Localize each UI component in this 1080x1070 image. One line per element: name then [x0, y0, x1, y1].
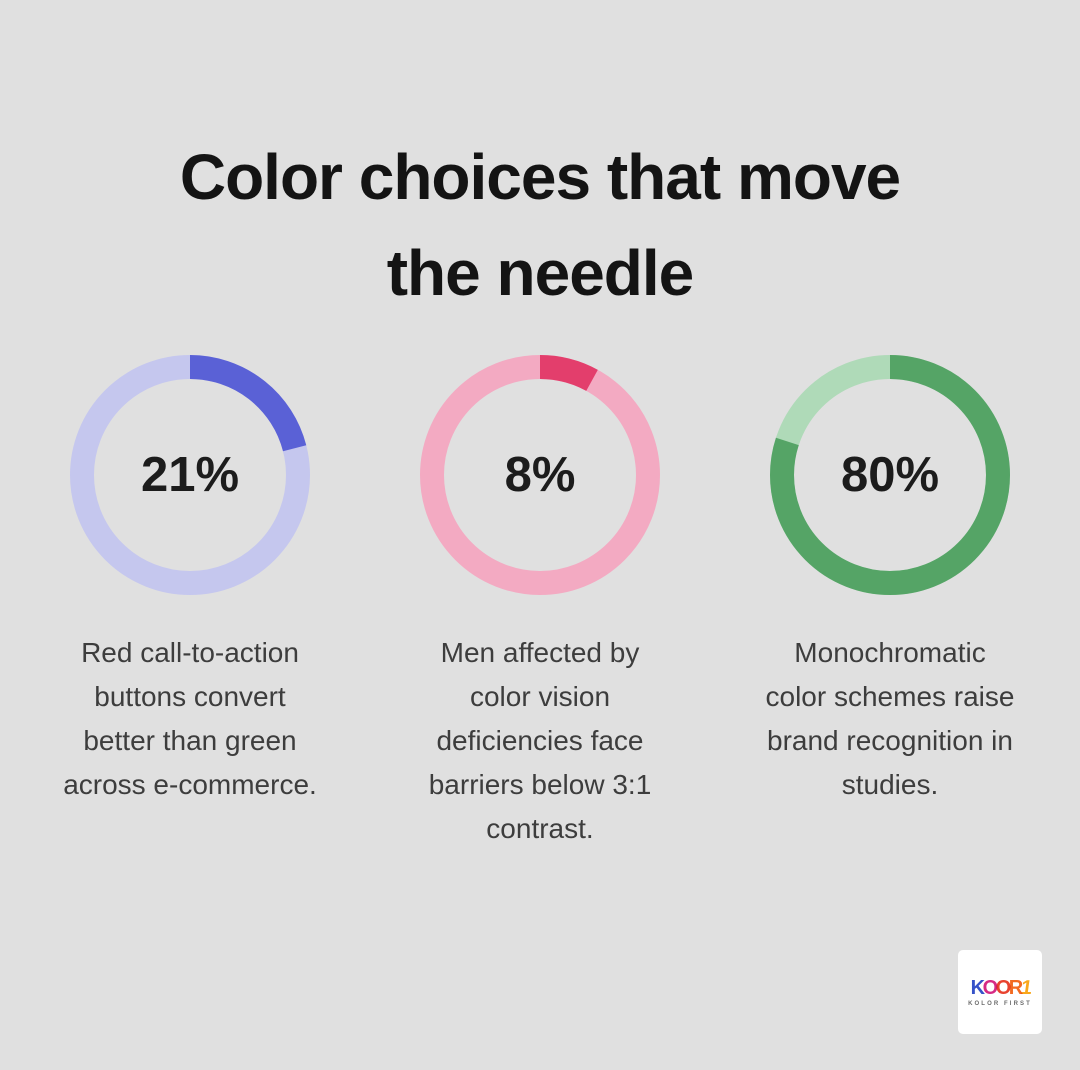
brand-logo-wordmark: K O O R 1 — [970, 976, 1031, 999]
logo-letter-o2: O — [995, 976, 1012, 999]
brand-logo-tagline: KOLOR FIRST — [968, 1000, 1032, 1007]
stat-caption: Red call-to-action buttons convert bette… — [63, 637, 317, 800]
logo-letter-o1: O — [982, 976, 999, 999]
stat-caption: Monochromatic color schemes raise brand … — [765, 637, 1015, 800]
donut-value-arc — [70, 355, 310, 595]
logo-letter-k: K — [970, 976, 985, 999]
donut-ring — [770, 355, 1010, 595]
brand-logo-card: K O O R 1 KOLOR FIRST — [958, 950, 1042, 1034]
logo-letter-r: R — [1008, 976, 1023, 999]
stat-card-monochromatic: 80% Monochromatic color schemes raise br… — [730, 355, 1050, 851]
donut-charts-row: 21% Red call-to-action buttons convert b… — [0, 355, 1080, 851]
donut-ring — [70, 355, 310, 595]
donut-ring — [420, 355, 660, 595]
page-title-line-2: the needle — [386, 236, 695, 309]
stat-caption: Men affected by color vision deficiencie… — [428, 637, 652, 844]
percent-label: 80% — [840, 448, 940, 502]
logo-letter-1: 1 — [1019, 976, 1031, 999]
donut-chart: 80% — [770, 355, 1010, 595]
donut-value-arc — [420, 355, 660, 595]
donut-value-arc — [770, 355, 1010, 595]
donut-chart: 8% — [420, 355, 660, 595]
stat-card-color-vision: 8% Men affected by color vision deficien… — [380, 355, 700, 851]
donut-chart: 21% — [70, 355, 310, 595]
page-title-line-1: Color choices that move — [179, 140, 901, 213]
percent-label: 8% — [504, 448, 576, 502]
percent-label: 21% — [140, 448, 240, 502]
page-title: Color choices that move the needle — [0, 129, 1080, 321]
stat-card-red-cta: 21% Red call-to-action buttons convert b… — [30, 355, 350, 851]
